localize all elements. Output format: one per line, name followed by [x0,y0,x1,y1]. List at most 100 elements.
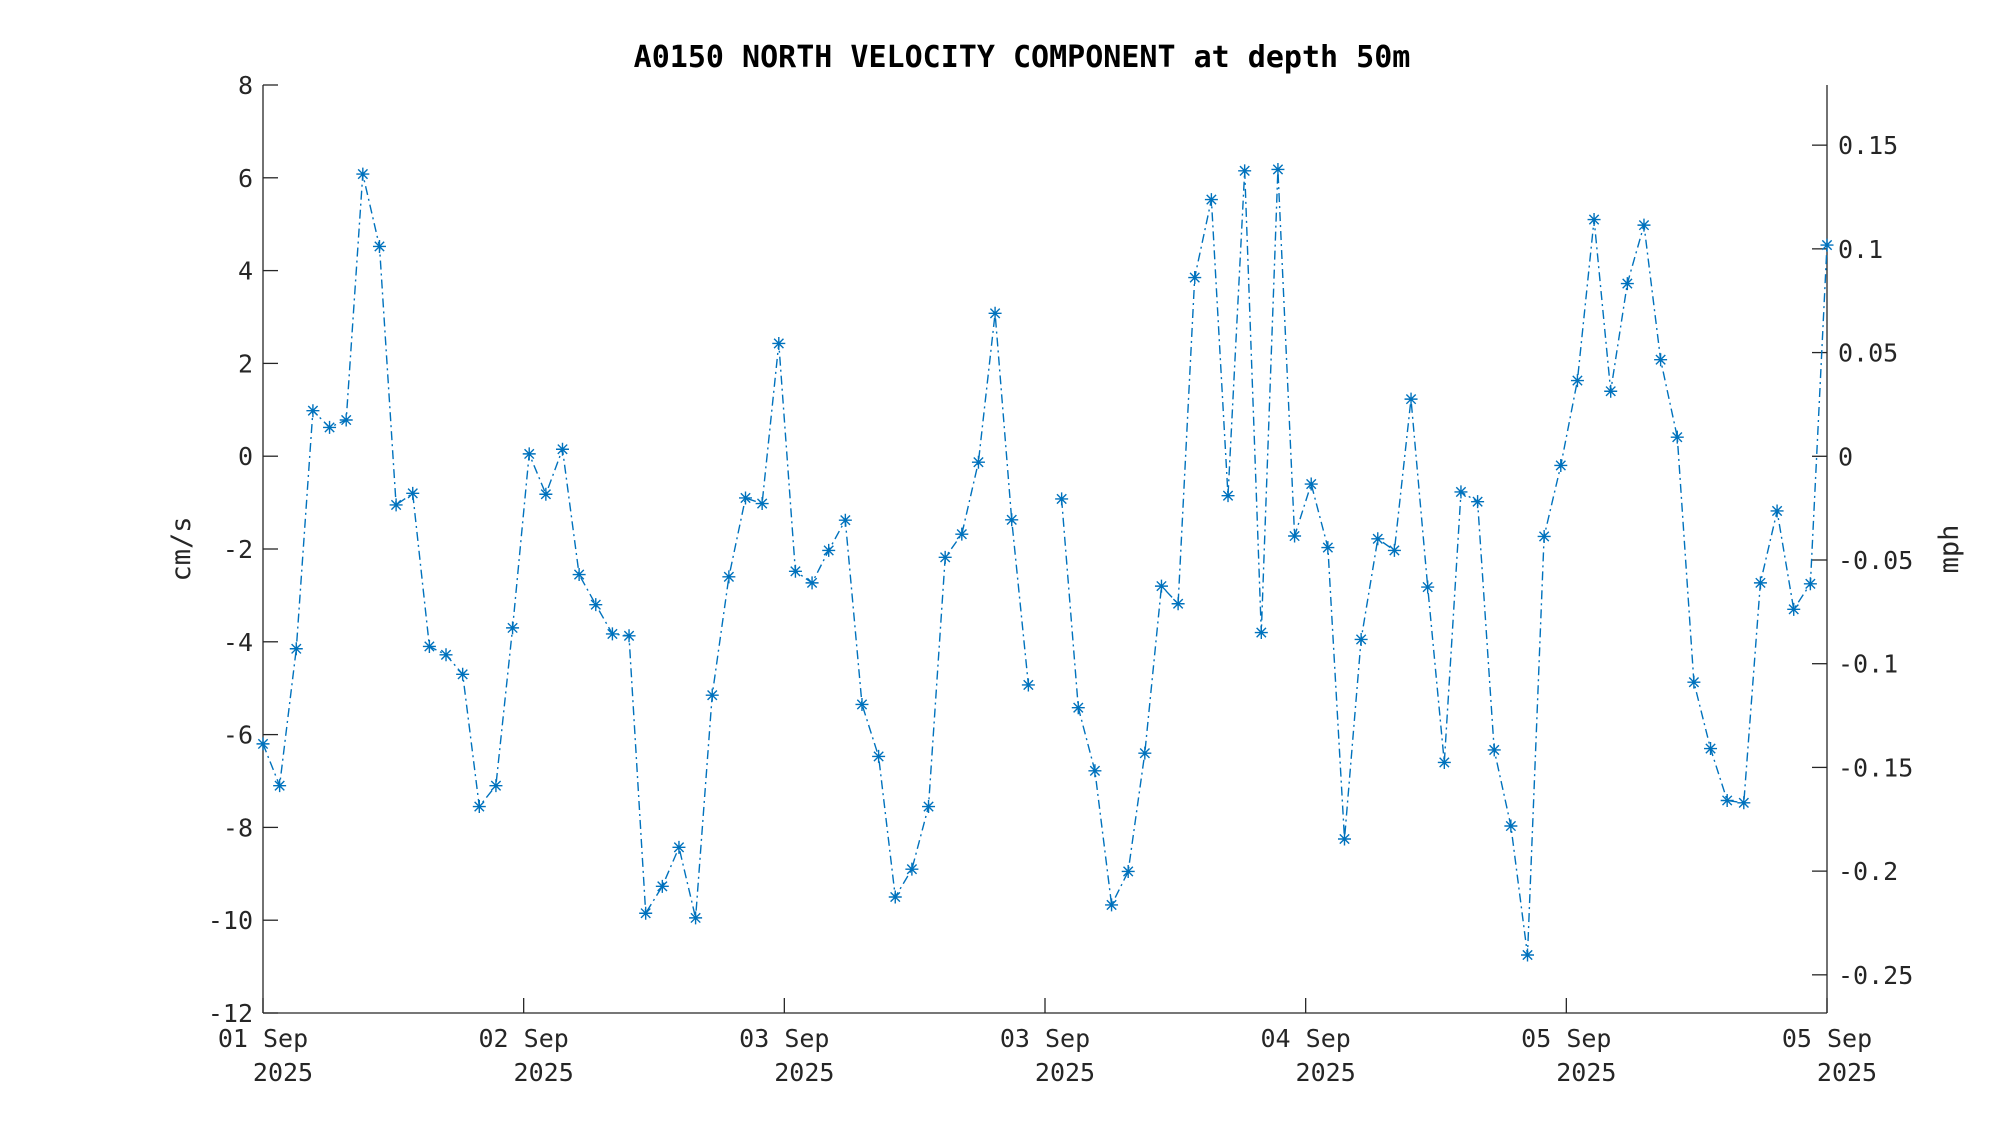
data-point [1753,576,1767,590]
data-point [622,629,636,643]
data-point [1171,597,1185,611]
data-point [855,697,869,711]
data-point [1371,532,1385,546]
data-point [872,749,886,763]
data-point [1055,492,1069,506]
data-point [489,779,503,793]
data-point [1204,193,1218,207]
data-point [339,413,353,427]
data-point [905,862,919,876]
data-point [1620,277,1634,291]
data-point [805,576,819,590]
data-point [955,527,969,541]
data-point [422,639,436,653]
y2-axis-label: mph [1934,525,1965,574]
data-point [1737,796,1751,810]
data-point [1654,353,1668,367]
data-point [323,420,337,434]
data-point [522,447,536,461]
data-point [1105,898,1119,912]
data-point [256,737,270,751]
data-point [1820,238,1834,252]
data-point [1238,164,1252,178]
data-point [772,336,786,350]
data-point [1504,819,1518,833]
y-tick-label: 4 [238,257,253,286]
data-point [1121,864,1135,878]
y-tick-label: 0 [238,442,253,471]
data-point [639,906,653,920]
data-point [1188,271,1202,285]
data-point [1687,675,1701,689]
y2-tick-label: 0.15 [1838,131,1898,160]
data-point [1437,755,1451,769]
y-tick-label: -12 [208,999,253,1028]
chart-title: A0150 NORTH VELOCITY COMPONENT at depth … [634,40,1411,75]
y2-tick-label: -0.1 [1838,650,1898,679]
data-point [555,442,569,456]
x-tick-label-year: 2025 [1035,1058,1095,1087]
data-point [1720,793,1734,807]
data-point [1071,701,1085,715]
y2-tick-label: 0 [1838,442,1853,471]
data-point [1337,832,1351,846]
data-point [572,568,586,582]
series-line [262,169,1828,956]
x-tick-label-year: 2025 [774,1058,834,1087]
y-tick-label: -8 [223,813,253,842]
x-tick-label-day: 04 Sep [1261,1024,1351,1053]
data-point [822,543,836,557]
data-point [1803,577,1817,591]
data-point [888,890,902,904]
data-point [1704,742,1718,756]
x-tick-label-day: 01 Sep [218,1024,308,1053]
data-point [755,497,769,511]
data-point [273,779,287,793]
data-point [988,306,1002,320]
y2-tick-label: -0.2 [1838,857,1898,886]
data-point [372,239,386,253]
data-point [1421,580,1435,594]
y-tick-label: 2 [238,349,253,378]
data-point [1770,504,1784,518]
data-point [672,840,686,854]
data-point [1554,458,1568,472]
data-point [689,911,703,925]
y2-tick-label: 0.1 [1838,235,1883,264]
series-layer [256,162,1834,962]
data-point [1471,495,1485,509]
x-tick-label-year: 2025 [1556,1058,1616,1087]
data-point [971,455,985,469]
x-tick-label-day: 03 Sep [1000,1024,1090,1053]
data-point [722,570,736,584]
data-point [938,550,952,564]
data-point [1271,162,1285,176]
data-point [589,598,603,612]
data-point [1138,746,1152,760]
data-point [1787,602,1801,616]
data-point [539,487,553,501]
data-point [1021,678,1035,692]
data-point [788,564,802,578]
y-tick-label: -10 [208,906,253,935]
x-axis: 01 Sep 2025 02 Sep 2025 03 Sep 2025 03 Sep 2025… [218,998,1877,1087]
y-tick-label: 6 [238,164,253,193]
x-tick-label-day: 03 Sep [739,1024,829,1053]
data-point [456,667,470,681]
data-point [1604,384,1618,398]
y-tick-label: -2 [223,535,253,564]
data-point [1521,948,1535,962]
y2-tick-label: -0.15 [1838,753,1913,782]
data-point [1221,489,1235,503]
data-point [655,879,669,893]
data-point [1387,543,1401,557]
y2-tick-label: 0.05 [1838,339,1898,368]
data-point [605,627,619,641]
right-y-axis: 0.15 0.1 0.05 0 -0.05 -0.1 -0.15 -0.2 -0.25 [1812,85,1913,1013]
data-point [705,688,719,702]
data-point [1670,430,1684,444]
x-tick-label-year: 2025 [514,1058,574,1087]
x-tick-label-year: 2025 [1817,1058,1877,1087]
data-point [472,800,486,814]
